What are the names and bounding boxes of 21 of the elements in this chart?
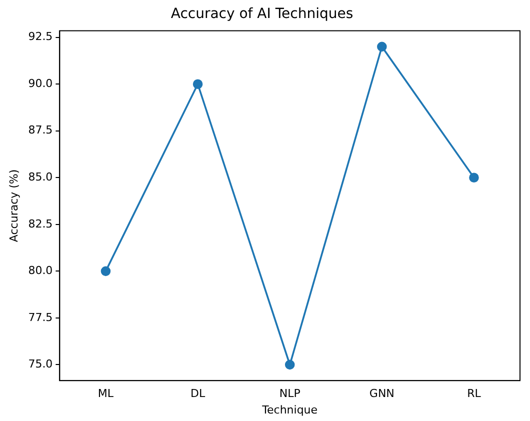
x-tick-label: RL bbox=[467, 387, 482, 400]
x-axis-title: Technique bbox=[261, 403, 318, 416]
chart-title: Accuracy of AI Techniques bbox=[170, 6, 354, 22]
point bbox=[377, 42, 387, 52]
point bbox=[469, 172, 479, 183]
y-axis-title: Accuracy (%) bbox=[7, 169, 20, 242]
point bbox=[284, 360, 295, 370]
point bbox=[192, 79, 203, 90]
y-tick-label: 85.0 bbox=[28, 170, 53, 184]
y-tick-label: 90.0 bbox=[28, 76, 53, 90]
point bbox=[100, 266, 111, 276]
y-tick-label: 77.5 bbox=[28, 310, 53, 324]
x-tick-label: GNN bbox=[369, 387, 394, 400]
y-tick-label: 75.0 bbox=[28, 358, 53, 371]
x-tick-label: NLP bbox=[279, 387, 301, 400]
y-tick-label: 80.0 bbox=[28, 264, 53, 278]
y-tick-label: 92.5 bbox=[28, 30, 53, 44]
x-tick-label: ML bbox=[98, 387, 114, 400]
y-tick-label: 82.5 bbox=[28, 217, 53, 230]
x-tick-label: DL bbox=[190, 387, 206, 400]
y-tick-label: 87.5 bbox=[28, 124, 53, 137]
